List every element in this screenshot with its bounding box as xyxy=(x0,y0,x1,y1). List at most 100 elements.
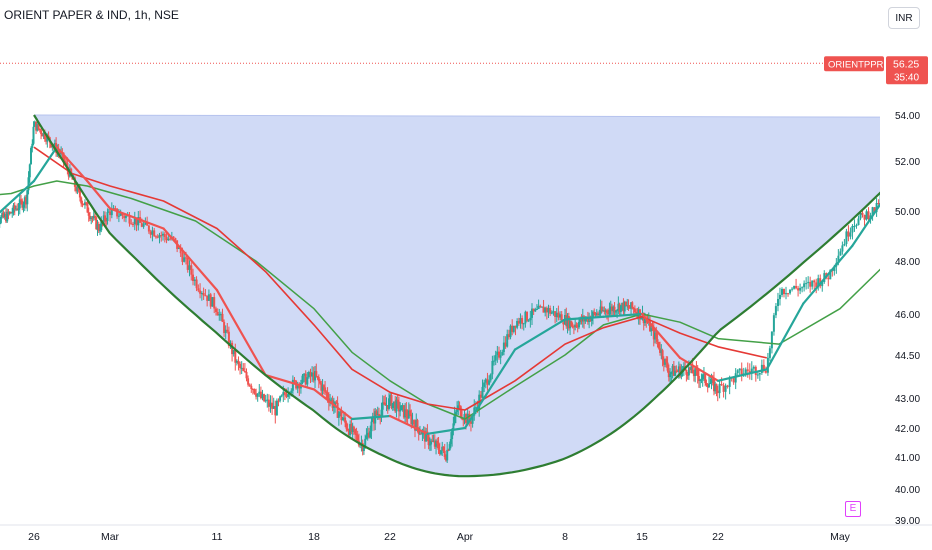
candle-body xyxy=(488,380,491,385)
candle-body xyxy=(667,370,670,378)
candle-body xyxy=(605,310,608,313)
candle-body xyxy=(562,322,565,325)
candle-body xyxy=(293,379,296,381)
candle-body xyxy=(92,215,95,219)
candle-body xyxy=(40,130,43,135)
candle-body xyxy=(531,308,533,318)
candle-body xyxy=(630,302,633,309)
candle-body xyxy=(325,391,328,393)
candle-body xyxy=(535,309,538,310)
candle-body xyxy=(522,323,525,325)
candle-body xyxy=(247,378,250,385)
candle-body xyxy=(261,394,264,399)
candle-body xyxy=(151,230,154,235)
candle-body xyxy=(540,306,543,308)
candle-body xyxy=(370,421,373,432)
candle-body xyxy=(192,274,194,281)
candle-body xyxy=(811,280,814,287)
candle-body xyxy=(584,319,587,322)
candle-body xyxy=(779,294,781,300)
ema-fast-segment xyxy=(463,348,517,430)
candle-body xyxy=(875,203,878,213)
candle-body xyxy=(334,401,337,406)
candle-body xyxy=(169,238,172,240)
x-tick-label: 8 xyxy=(562,531,568,543)
x-tick-label: Apr xyxy=(457,531,474,543)
candle-body xyxy=(105,220,108,222)
candle-body xyxy=(740,368,743,376)
candle-body xyxy=(724,385,727,392)
candle-body xyxy=(376,414,379,416)
candle-body xyxy=(404,409,407,418)
candle-body xyxy=(694,368,697,376)
candle-body xyxy=(656,339,659,342)
candle-body xyxy=(81,203,84,205)
currency-button[interactable]: INR xyxy=(888,7,920,29)
candle-body xyxy=(5,214,7,222)
candle-body xyxy=(715,383,718,391)
x-tick-label: 22 xyxy=(712,531,724,543)
candle-body xyxy=(441,446,444,451)
candle-body xyxy=(237,360,240,364)
candle-body xyxy=(321,385,324,391)
candle-body xyxy=(369,431,372,438)
candle-body xyxy=(28,164,31,178)
candle-body xyxy=(565,315,568,327)
ema-fast-segment xyxy=(426,426,467,435)
candle-body xyxy=(117,215,120,217)
candle-body xyxy=(692,373,695,377)
candle-body xyxy=(651,327,654,329)
candle-body xyxy=(130,223,133,225)
candle-body xyxy=(258,391,261,394)
candle-body xyxy=(42,132,45,137)
candle-body xyxy=(598,314,601,316)
candle-body xyxy=(231,342,234,355)
candle-body xyxy=(616,309,619,312)
candle-body xyxy=(366,432,369,436)
candle-body xyxy=(15,208,17,210)
candle-body xyxy=(631,302,634,308)
candle-body xyxy=(462,419,465,421)
candle-body xyxy=(699,379,702,381)
candle-body xyxy=(341,419,344,421)
candle-body xyxy=(466,413,469,423)
candle-body xyxy=(809,281,812,287)
candle-body xyxy=(317,377,320,382)
candle-body xyxy=(837,255,840,263)
candle-body xyxy=(748,370,751,373)
candle-body xyxy=(280,395,283,397)
candle-body xyxy=(494,354,497,361)
x-tick-label: May xyxy=(830,531,851,543)
candle-body xyxy=(99,230,101,232)
candle-body xyxy=(772,315,775,332)
candle-body xyxy=(526,311,528,321)
candle-body xyxy=(322,385,325,388)
earnings-badge[interactable]: E xyxy=(845,501,861,517)
candle-body xyxy=(600,306,603,311)
candle-body xyxy=(13,205,16,210)
y-tick-label: 41.00 xyxy=(895,453,920,464)
candle-body xyxy=(793,286,796,289)
candle-body xyxy=(491,361,494,375)
candle-body xyxy=(484,379,487,383)
candle-body xyxy=(219,313,222,315)
candle-body xyxy=(298,384,301,389)
candle-body xyxy=(350,424,353,432)
candle-body xyxy=(347,430,350,435)
candle-body xyxy=(839,251,842,256)
candle-body xyxy=(580,317,583,322)
candle-body xyxy=(110,208,113,216)
price-label-bg xyxy=(886,56,928,85)
candle-body xyxy=(716,390,719,394)
candle-body xyxy=(614,311,617,313)
candle-body xyxy=(235,360,238,363)
candle-body xyxy=(384,402,387,406)
candle-body xyxy=(239,363,242,368)
candle-body xyxy=(116,208,119,217)
candle-body xyxy=(65,162,68,164)
candle-body xyxy=(700,379,703,381)
candle-body xyxy=(224,329,227,333)
candle-body xyxy=(163,233,166,237)
candle-body xyxy=(431,440,434,442)
